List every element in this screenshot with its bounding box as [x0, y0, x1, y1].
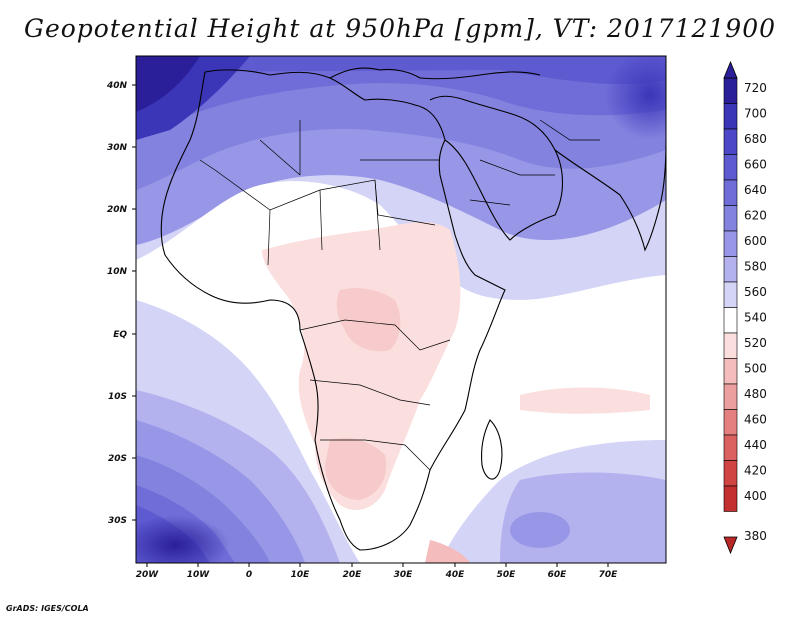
colorbar-label: 560	[744, 285, 767, 299]
x-tick-label: 60E	[548, 570, 568, 580]
chart-title: Geopotential Height at 950hPa [gpm], VT:…	[23, 14, 777, 43]
colorbar: 720 700 680 660 640 620 600 580 560 540 …	[723, 60, 767, 555]
y-tick-label: 10S	[108, 392, 127, 402]
colorbar-swatches	[723, 77, 738, 512]
colorbar-bottom-arrow	[723, 536, 738, 555]
x-tick-label: 10W	[187, 570, 211, 580]
colorbar-label: 520	[744, 336, 767, 350]
colorbar-swatch	[723, 485, 738, 512]
x-tick-label: 50E	[497, 570, 517, 580]
colorbar-label: 460	[744, 413, 767, 427]
x-tick-label: 30E	[394, 570, 414, 580]
axis-tick-marks	[132, 84, 609, 567]
colorbar-swatch	[723, 409, 738, 436]
colorbar-swatch	[723, 281, 738, 308]
x-tick-label: 40E	[445, 570, 466, 580]
colorbar-top-arrow	[723, 60, 738, 79]
country-borders	[199, 119, 600, 471]
colorbar-label: 400	[744, 489, 767, 503]
colorbar-label: 660	[744, 158, 767, 172]
colorbar-swatch	[723, 358, 738, 385]
y-tick-label: 40N	[106, 81, 128, 91]
colorbar-label: 640	[744, 183, 767, 197]
colorbar-swatch	[723, 460, 738, 487]
y-axis-labels: 40N 30N 20N 10N EQ 10S 20S 30S	[106, 81, 128, 526]
x-tick-label: 0	[246, 570, 252, 580]
colorbar-label: 580	[744, 260, 767, 274]
colorbar-labels: 720 700 680 660 640 620 600 580 560 540 …	[744, 81, 767, 543]
colorbar-swatch	[723, 103, 738, 130]
colorbar-swatch	[723, 77, 738, 104]
x-axis-labels: 20W 10W 0 10E 20E 30E 40E 50E 60E 70E	[136, 570, 618, 580]
y-tick-label: EQ	[113, 330, 127, 340]
height-field	[136, 56, 666, 563]
colorbar-label: 620	[744, 209, 767, 223]
x-tick-label: 20E	[343, 570, 363, 580]
colorbar-label: 540	[744, 311, 767, 325]
y-tick-label: 20N	[107, 205, 128, 215]
colorbar-swatch	[723, 307, 738, 334]
colorbar-label: 500	[744, 362, 767, 376]
colorbar-label: 680	[744, 132, 767, 146]
y-tick-label: 20S	[108, 454, 127, 464]
y-tick-label: 30N	[107, 143, 128, 153]
colorbar-swatch	[723, 128, 738, 155]
colorbar-swatch	[723, 205, 738, 232]
y-tick-label: 10N	[107, 267, 128, 277]
colorbar-label: 700	[744, 107, 767, 121]
colorbar-swatch	[723, 434, 738, 461]
colorbar-label: 600	[744, 234, 767, 248]
colorbar-label: 440	[744, 438, 767, 452]
colorbar-swatch	[723, 154, 738, 181]
x-tick-label: 70E	[599, 570, 619, 580]
map-frame	[135, 55, 667, 564]
colorbar-label: 720	[744, 81, 767, 95]
colorbar-swatch	[723, 256, 738, 283]
colorbar-label: 380	[744, 529, 767, 543]
colorbar-swatch	[723, 383, 738, 410]
colorbar-label: 480	[744, 387, 767, 401]
grads-credit: GrADS: IGES/COLA	[6, 604, 89, 613]
coastlines	[160, 67, 666, 551]
colorbar-swatch	[723, 230, 738, 257]
colorbar-label: 420	[744, 464, 767, 478]
colorbar-swatch	[723, 332, 738, 359]
colorbar-swatch	[723, 179, 738, 206]
y-tick-label: 30S	[108, 516, 127, 526]
x-tick-label: 20W	[136, 570, 160, 580]
x-tick-label: 10E	[291, 570, 311, 580]
